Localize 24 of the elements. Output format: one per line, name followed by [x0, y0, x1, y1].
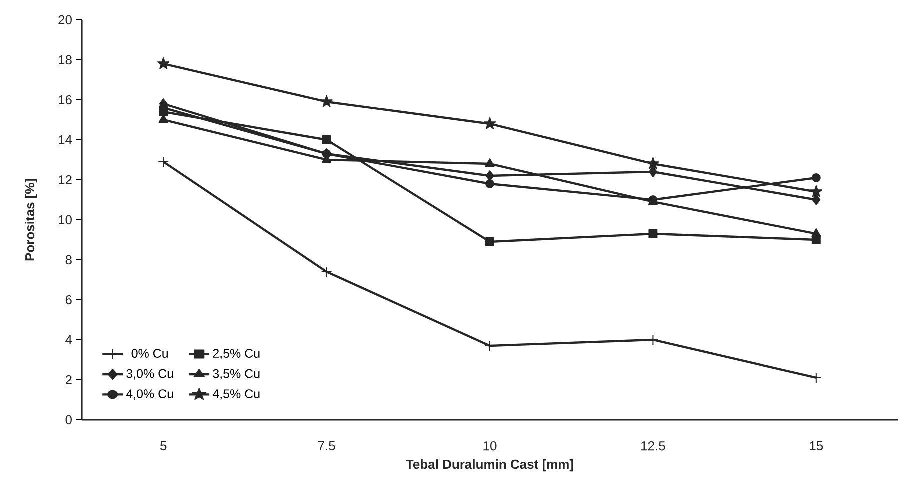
x-tick-label: 12.5: [642, 442, 666, 451]
y-tick-label: 6: [66, 295, 72, 305]
legend-label: 4,5% Cu: [212, 390, 260, 400]
x-tick-label: 5: [160, 442, 167, 451]
y-tick-label: 14: [59, 136, 72, 144]
y-axis-title: Porositas [%]: [25, 179, 38, 261]
x-axis-title: Tebal Duralumin Cast [mm]: [406, 460, 574, 472]
x-tick-label: 10: [484, 442, 497, 451]
y-tick-label: 20: [58, 15, 72, 25]
y-tick-label: 4: [66, 336, 72, 344]
y-tick-label: 8: [66, 255, 72, 265]
y-tick-label: 10: [59, 215, 72, 225]
legend-label: 3,5% Cu: [213, 369, 260, 380]
y-tick-label: 18: [59, 55, 72, 65]
legend-label: 3,0% Cu: [126, 369, 174, 380]
legend-label: 0% Cu: [132, 349, 168, 358]
y-tick-label: 2: [66, 375, 72, 385]
y-tick-label: 12: [59, 175, 72, 185]
x-tick-label: 15: [810, 442, 824, 451]
legend-label: 2,5% Cu: [213, 349, 260, 360]
legend-label: 4,0% Cu: [126, 390, 174, 400]
y-tick-label: 16: [59, 95, 72, 105]
y-tick-label: 0: [66, 415, 72, 425]
x-tick-label: 7.5: [318, 442, 336, 451]
